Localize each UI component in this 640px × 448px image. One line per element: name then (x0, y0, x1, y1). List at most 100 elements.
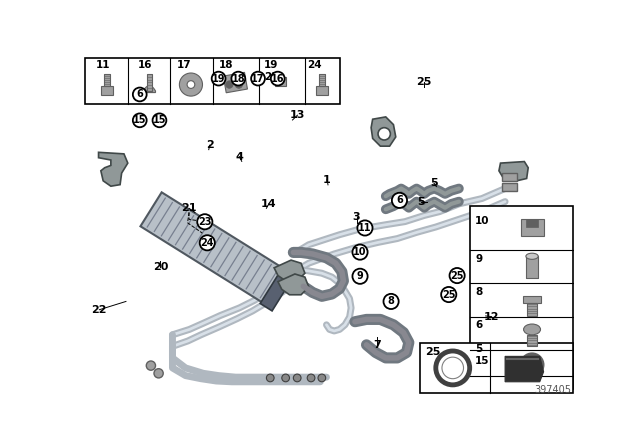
Text: 17: 17 (252, 73, 265, 84)
Circle shape (442, 357, 463, 379)
Bar (104, 74, 110, 86)
Text: 2: 2 (206, 140, 214, 150)
Bar (147, 74, 152, 91)
Circle shape (436, 351, 470, 385)
Text: 10: 10 (475, 216, 490, 226)
Circle shape (197, 214, 212, 229)
Text: 22: 22 (92, 305, 107, 315)
Polygon shape (140, 192, 292, 308)
Circle shape (278, 78, 283, 83)
Text: 20: 20 (153, 262, 168, 271)
Text: 5
15: 5 15 (475, 344, 490, 366)
Text: 23: 23 (198, 217, 212, 227)
Bar (502, 183, 517, 191)
Text: 4: 4 (236, 151, 243, 162)
Bar (420, 343, 573, 392)
Circle shape (200, 235, 215, 250)
Bar (223, 72, 248, 93)
Text: 17: 17 (177, 60, 192, 70)
Bar (527, 335, 537, 345)
Bar (470, 206, 573, 389)
Bar (502, 173, 517, 181)
Text: 19: 19 (212, 73, 225, 84)
Text: 21: 21 (181, 203, 196, 213)
Circle shape (266, 374, 274, 382)
Circle shape (522, 355, 542, 375)
Circle shape (449, 268, 465, 283)
Ellipse shape (524, 324, 541, 335)
Circle shape (378, 128, 390, 140)
Circle shape (251, 72, 265, 86)
Text: 24: 24 (307, 60, 322, 70)
Text: 13: 13 (290, 110, 305, 120)
Text: 6: 6 (136, 90, 143, 99)
Text: 5: 5 (430, 178, 438, 188)
Text: 14: 14 (261, 199, 276, 209)
Circle shape (147, 361, 156, 370)
Text: 11: 11 (358, 223, 372, 233)
Circle shape (133, 87, 147, 101)
Polygon shape (99, 152, 128, 186)
Circle shape (392, 193, 407, 208)
Bar (520, 220, 543, 236)
Polygon shape (260, 266, 296, 311)
Ellipse shape (275, 78, 285, 86)
Circle shape (133, 113, 147, 127)
Text: 19
23: 19 23 (264, 60, 278, 82)
Text: 16: 16 (271, 73, 285, 84)
Text: 8: 8 (388, 297, 394, 306)
Circle shape (357, 220, 372, 236)
Text: 18: 18 (232, 73, 245, 84)
Text: 12: 12 (484, 312, 499, 322)
Circle shape (441, 287, 456, 302)
Text: 7: 7 (373, 340, 381, 350)
Text: 6: 6 (475, 320, 483, 330)
Circle shape (353, 269, 367, 284)
Bar (526, 256, 538, 278)
Bar (526, 220, 538, 227)
Text: 6: 6 (396, 195, 403, 205)
Text: 8: 8 (475, 288, 483, 297)
Bar (319, 74, 325, 86)
Text: 25: 25 (451, 271, 464, 280)
Circle shape (235, 81, 243, 88)
Circle shape (293, 374, 301, 382)
Text: 15: 15 (153, 115, 166, 125)
Circle shape (154, 369, 163, 378)
Circle shape (179, 73, 202, 96)
Circle shape (152, 113, 166, 127)
Bar (275, 77, 285, 86)
Circle shape (232, 72, 245, 86)
Circle shape (187, 81, 195, 88)
Text: 11: 11 (95, 60, 110, 70)
Circle shape (318, 374, 326, 382)
Polygon shape (274, 260, 305, 281)
Text: 5: 5 (417, 197, 424, 207)
Circle shape (282, 374, 289, 382)
Ellipse shape (526, 253, 538, 259)
Text: 18: 18 (219, 60, 233, 70)
Text: 3: 3 (353, 211, 360, 222)
Polygon shape (371, 117, 396, 146)
Circle shape (383, 294, 399, 309)
Text: 9: 9 (475, 254, 482, 264)
Text: 25: 25 (416, 78, 431, 87)
Circle shape (225, 81, 233, 88)
Text: 24: 24 (200, 238, 214, 248)
Polygon shape (505, 356, 543, 382)
Text: 1: 1 (323, 175, 331, 185)
Text: 10: 10 (353, 247, 367, 257)
Text: 9: 9 (356, 271, 364, 281)
Polygon shape (143, 86, 156, 93)
Text: 25: 25 (425, 347, 440, 357)
Bar (86, 58, 340, 104)
Bar (527, 303, 538, 315)
Circle shape (307, 374, 315, 382)
Bar (100, 86, 113, 95)
Circle shape (212, 72, 225, 86)
Bar (523, 296, 541, 303)
Circle shape (271, 72, 285, 86)
Polygon shape (499, 162, 528, 181)
Text: 15: 15 (133, 115, 147, 125)
Text: 25: 25 (442, 289, 456, 300)
